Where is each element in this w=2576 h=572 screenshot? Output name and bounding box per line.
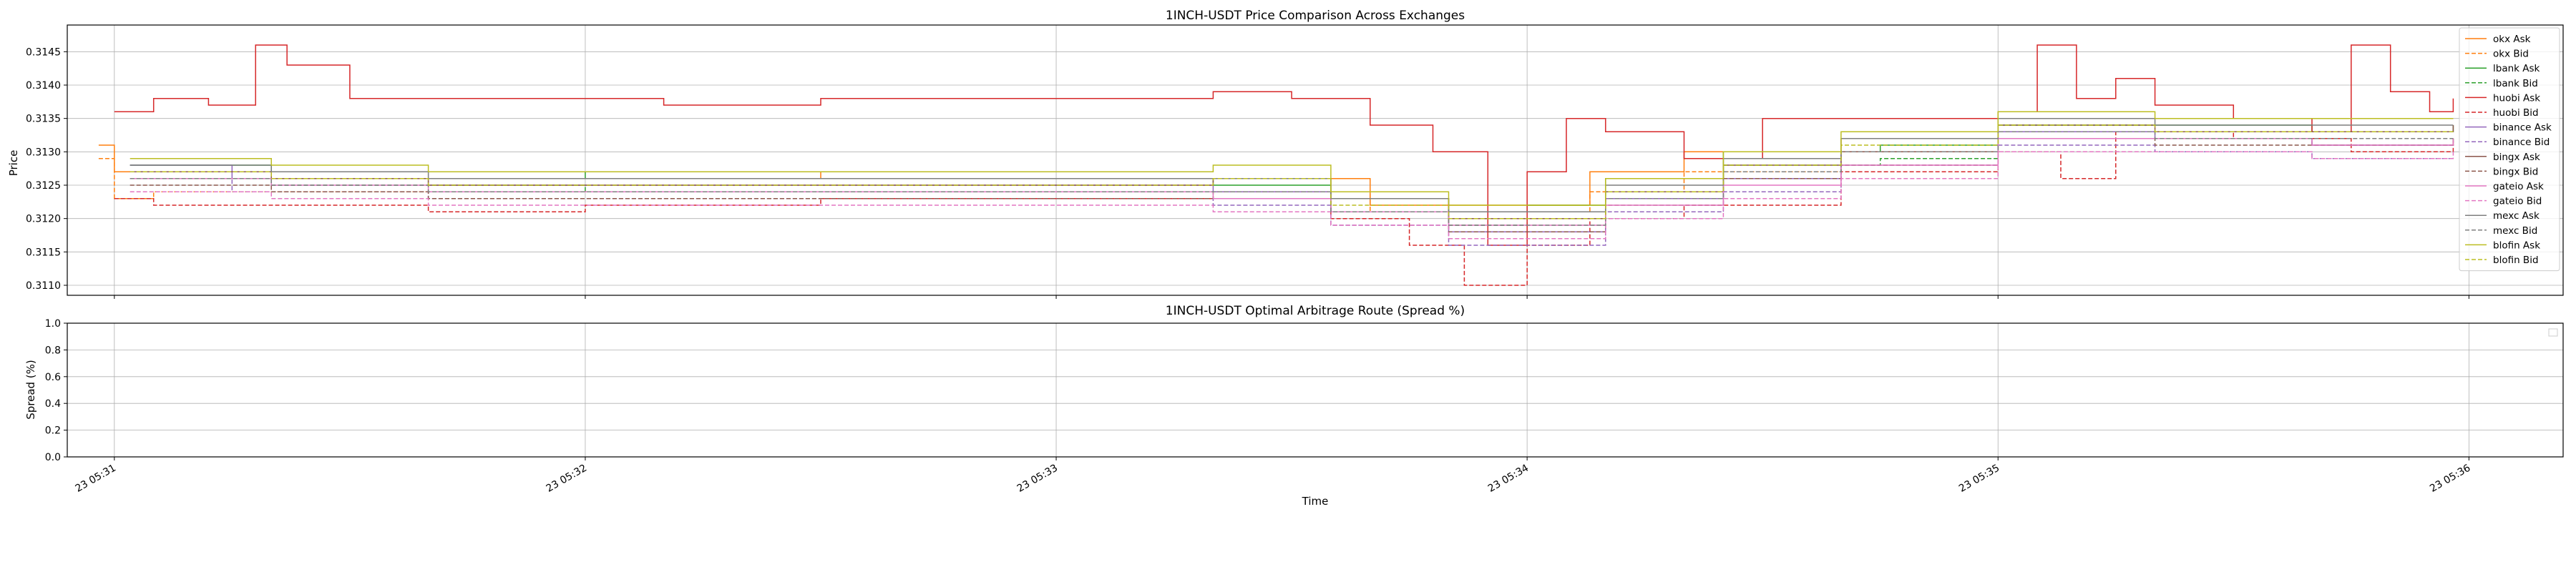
price-chart-title: 1INCH-USDT Price Comparison Across Excha… — [1166, 9, 1465, 23]
price-y-axis-label: Price — [7, 150, 20, 177]
series-line-gateio-bid — [130, 151, 2454, 240]
legend-label: huobi Ask — [2493, 92, 2540, 104]
price-y-tick-label: 0.3110 — [26, 280, 61, 292]
x-tick-label: 23 05:34 — [1486, 463, 1531, 495]
spread-y-ticks: 0.0 0.2 0.4 0.6 0.8 1.0 — [45, 318, 67, 463]
price-legend: okx Ask okx Bid lbank Ask lbank Bid huobi As… — [2459, 27, 2560, 272]
legend-label: blofin Bid — [2493, 255, 2539, 266]
spread-x-axis-label: Time — [1302, 495, 1329, 508]
series-line-binance-ask — [130, 131, 2454, 233]
spread-x-ticks: 23 05:31 23 05:32 23 05:33 23 05:34 23 05:35… — [74, 457, 2472, 495]
legend-box — [2459, 27, 2560, 272]
price-y-tick-label: 0.3125 — [26, 180, 61, 192]
legend-label: bingx Bid — [2493, 166, 2538, 177]
series-line-blofin-bid — [130, 124, 2454, 220]
legend-label: lbank Ask — [2493, 63, 2540, 74]
x-tick-label: 23 05:35 — [1957, 463, 2001, 495]
legend-label: huobi Bid — [2493, 107, 2539, 119]
spread-y-tick-label: 0.8 — [45, 345, 61, 356]
legend-label: gateio Bid — [2493, 196, 2542, 207]
series-line-huobi-ask — [114, 44, 2454, 246]
price-y-tick-label: 0.3130 — [26, 147, 61, 158]
series-line-mexc-bid — [130, 131, 2454, 226]
spread-y-axis-label: Spread (%) — [24, 360, 37, 420]
series-line-blofin-ask — [130, 111, 2454, 206]
legend-label: binance Ask — [2493, 122, 2552, 134]
legend-label: mexc Bid — [2493, 225, 2537, 237]
x-tick-label: 23 05:31 — [74, 463, 118, 495]
spread-y-tick-label: 1.0 — [45, 318, 61, 330]
price-x-ticks — [114, 295, 2469, 299]
price-gridlines — [67, 25, 2563, 295]
spread-panel: 1INCH-USDT Optimal Arbitrage Route (Spre… — [24, 304, 2564, 508]
spread-y-tick-label: 0.0 — [45, 452, 61, 463]
x-tick-label: 23 05:33 — [1015, 463, 1060, 495]
x-tick-label: 23 05:36 — [2428, 463, 2472, 495]
legend-label: okx Ask — [2493, 34, 2531, 45]
series-line-huobi-bid — [114, 131, 2454, 286]
price-y-ticks: 0.3110 0.3115 0.3120 0.3125 0.3130 0.3135 0.31… — [26, 46, 67, 292]
series-line-binance-bid — [130, 144, 2454, 246]
price-series-lines — [98, 44, 2454, 286]
price-y-tick-label: 0.3140 — [26, 80, 61, 92]
price-plot-frame — [67, 24, 2564, 296]
series-line-lbank-bid — [130, 137, 2454, 226]
legend-label: okx Bid — [2493, 49, 2529, 60]
legend-label: blofin Ask — [2493, 240, 2540, 251]
spread-gridlines — [67, 322, 2563, 458]
legend-label: lbank Bid — [2493, 78, 2538, 89]
spread-empty-legend — [2548, 328, 2558, 337]
spread-chart-title: 1INCH-USDT Optimal Arbitrage Route (Spre… — [1166, 304, 1465, 318]
price-y-tick-label: 0.3120 — [26, 214, 61, 225]
spread-plot-frame — [67, 322, 2564, 458]
price-y-tick-label: 0.3145 — [26, 46, 61, 58]
price-y-tick-label: 0.3115 — [26, 247, 61, 258]
price-panel: 1INCH-USDT Price Comparison Across Excha… — [7, 9, 2564, 299]
legend-label: gateio Ask — [2493, 181, 2544, 192]
legend-label: mexc Ask — [2493, 210, 2540, 222]
spread-y-tick-label: 0.6 — [45, 372, 61, 383]
legend-label: binance Bid — [2493, 137, 2550, 148]
x-tick-label: 23 05:32 — [545, 463, 589, 495]
spread-y-tick-label: 0.2 — [45, 425, 61, 437]
price-y-tick-label: 0.3135 — [26, 114, 61, 125]
legend-label: bingx Ask — [2493, 152, 2540, 163]
spread-y-tick-label: 0.4 — [45, 398, 61, 410]
